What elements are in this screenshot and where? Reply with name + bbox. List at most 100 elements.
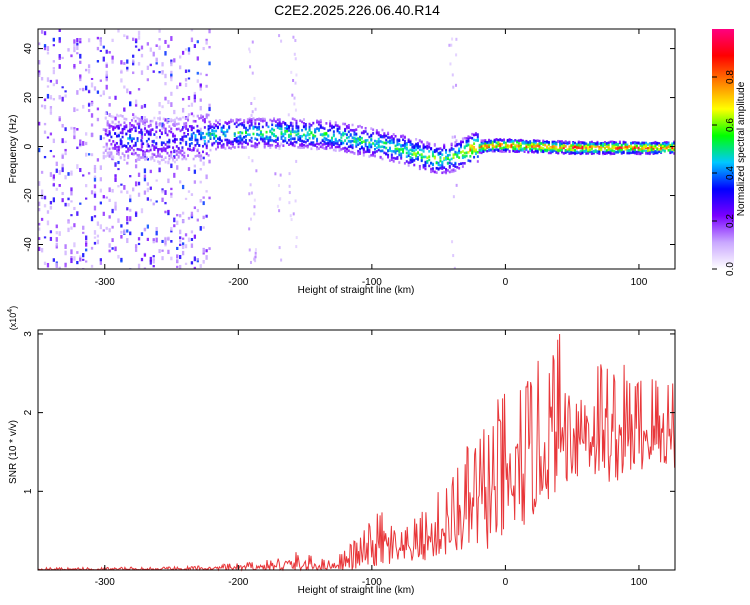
spectrogram-cell	[413, 146, 416, 149]
spectrogram-cell	[64, 127, 67, 132]
spectrogram-cell	[289, 124, 292, 127]
spectrogram-cell	[196, 79, 199, 83]
spectrogram-cell	[167, 44, 170, 48]
spectrogram-cell	[138, 130, 141, 134]
spectrogram-cell	[114, 143, 117, 147]
spectrogram-cell	[205, 146, 208, 150]
spectrogram-cell	[134, 119, 137, 123]
spectrogram-cell	[140, 135, 144, 140]
spectrogram-cell	[248, 117, 251, 121]
spectrogram-cell	[435, 149, 438, 153]
spectrogram-cell	[185, 140, 188, 144]
spectrogram-cell	[529, 141, 532, 144]
spectrogram-cell	[297, 135, 300, 139]
spectrogram-cell	[398, 148, 401, 152]
spectrogram-cell	[362, 148, 365, 151]
spectrogram-cell	[175, 149, 178, 153]
spectrogram-cell	[164, 242, 167, 247]
spectrogram-cell	[504, 149, 507, 153]
spectrogram-cell	[484, 146, 487, 150]
spectrogram-cell	[173, 149, 176, 154]
spectrogram-cell	[459, 140, 462, 143]
spectrogram-cell	[277, 184, 280, 188]
spectrogram-cell	[213, 126, 216, 130]
spectrogram-cell	[280, 125, 283, 128]
spectrogram-cell	[233, 134, 236, 137]
spectrogram-cell	[314, 129, 317, 132]
spectrogram-cell	[161, 122, 164, 128]
spectrogram-cell	[149, 198, 152, 202]
spectrogram-cell	[353, 151, 356, 155]
spectrogram-cell	[587, 152, 590, 155]
spectrogram-cell	[167, 118, 170, 121]
spectrogram-cell	[183, 131, 186, 135]
spectrogram-cell	[663, 148, 666, 152]
spectrogram-cell	[398, 150, 401, 154]
spectrogram-cell	[469, 159, 472, 163]
spectrogram-cell	[559, 143, 562, 147]
spectrogram-cell	[407, 164, 410, 167]
spectrogram-cell	[172, 123, 175, 126]
spectrogram-cell	[73, 43, 76, 48]
spectrogram-cell	[246, 128, 249, 132]
spectrogram-cell	[529, 144, 532, 147]
spectrogram-cell	[372, 132, 375, 135]
spectrogram-cell	[568, 145, 571, 149]
spectrogram-cell	[140, 45, 144, 50]
spectrogram-cell	[230, 140, 233, 144]
spectrogram-cell	[99, 201, 102, 205]
spectrogram-cell	[289, 138, 292, 141]
spectrogram-cell	[650, 146, 653, 149]
spectrogram-cell	[292, 35, 295, 39]
spectrogram-cell	[643, 141, 646, 145]
spectrogram-cell	[211, 129, 214, 132]
spectrogram-cell	[201, 119, 204, 122]
spectrogram-cell	[409, 139, 412, 143]
spectrogram-cell	[164, 96, 167, 101]
spectrogram-cell	[486, 145, 489, 149]
spectrogram-cell	[340, 142, 343, 145]
spectrogram-cell	[120, 69, 123, 74]
spectrogram-cell	[196, 129, 199, 133]
spectrogram-cell	[175, 138, 178, 141]
spectrogram-cell	[184, 78, 188, 82]
spectrogram-cell	[441, 165, 444, 168]
spectrogram-cell	[149, 186, 152, 190]
spectrogram-cell	[316, 119, 319, 123]
spectrogram-cell	[119, 142, 122, 146]
spectrogram-cell	[433, 150, 436, 154]
spectrogram-cell	[269, 146, 272, 149]
spectrogram-cell	[531, 143, 534, 146]
spectrogram-cell	[200, 116, 203, 120]
spectrogram-cell	[129, 134, 132, 137]
spectrogram-cell	[482, 147, 485, 150]
spectrogram-cell	[379, 149, 382, 153]
spectrogram-cell	[208, 159, 211, 164]
spectrogram-cell	[588, 142, 591, 145]
spectrogram-cell	[534, 139, 537, 143]
spectrogram-cell	[79, 202, 82, 205]
spectrogram-cell	[152, 139, 155, 144]
spectrogram-cell	[106, 120, 109, 123]
spectrogram-cell	[405, 160, 408, 163]
spectrogram-cell	[117, 218, 120, 223]
spectrogram-cell	[87, 38, 91, 43]
spectrogram-cell	[200, 136, 203, 140]
spectrogram-cell	[183, 125, 186, 128]
spectrogram-cell	[603, 150, 606, 154]
spectrogram-cell	[553, 149, 556, 152]
spectrogram-cell	[137, 242, 141, 246]
spectrogram-cell	[540, 148, 543, 152]
spectrogram-cell	[643, 147, 646, 150]
spectrogram-cell	[120, 183, 123, 186]
spectrogram-cell	[392, 150, 395, 153]
spectrogram-cell	[585, 144, 588, 148]
spectrogram-cell	[155, 227, 158, 231]
spectrogram-cell	[258, 125, 261, 129]
spectrogram-cell	[588, 150, 591, 154]
spectrogram-cell	[246, 142, 249, 146]
spectrogram-cell	[557, 149, 560, 152]
spectrogram-cell	[168, 140, 171, 144]
spectrogram-cell	[560, 142, 563, 146]
